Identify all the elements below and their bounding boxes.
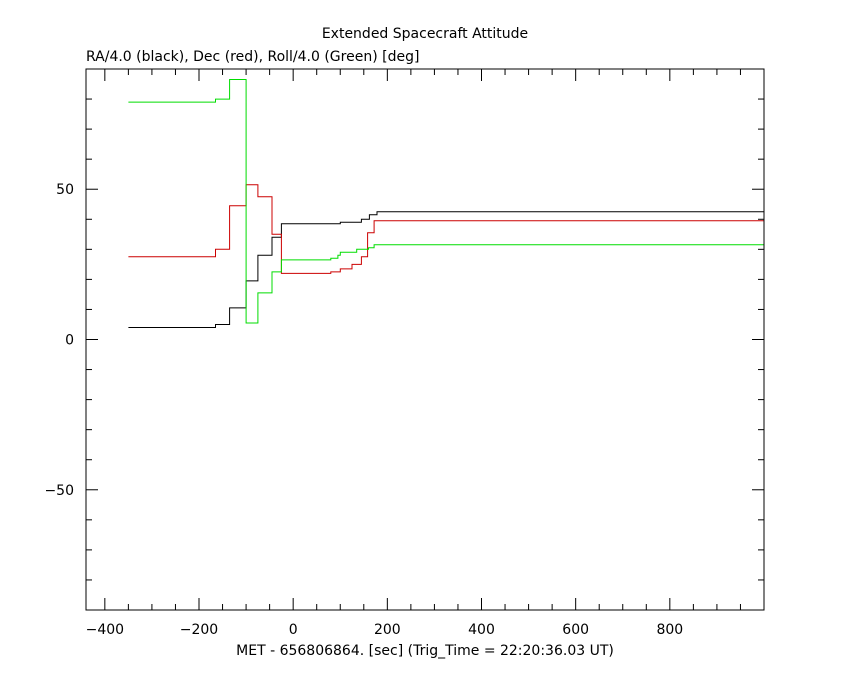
x-tick-label: −200	[180, 622, 218, 638]
y-tick-label: 0	[65, 333, 74, 349]
axis-ticks	[86, 68, 765, 611]
chart-title: Extended Spacecraft Attitude	[322, 26, 528, 42]
x-axis-label: MET - 656806864. [sec] (Trig_Time = 22:2…	[236, 643, 614, 659]
series-layer	[128, 79, 764, 328]
x-tick-label: 0	[289, 622, 298, 638]
series-line-1	[128, 184, 764, 274]
series-line-0	[128, 211, 764, 328]
chart-subtitle: RA/4.0 (black), Dec (red), Roll/4.0 (Gre…	[86, 49, 419, 65]
x-tick-label: 600	[562, 622, 589, 638]
series-line-2	[128, 79, 764, 324]
y-tick-label: −50	[44, 483, 74, 499]
axis-tick-labels: −400 −200 0 200 400 600 800 −50 0 50	[44, 182, 683, 638]
x-tick-label: 800	[656, 622, 683, 638]
plot-frame	[85, 68, 765, 611]
y-tick-label: 50	[56, 182, 74, 198]
x-tick-label: 400	[468, 622, 495, 638]
x-tick-label: −400	[86, 622, 124, 638]
x-tick-label: 200	[374, 622, 401, 638]
